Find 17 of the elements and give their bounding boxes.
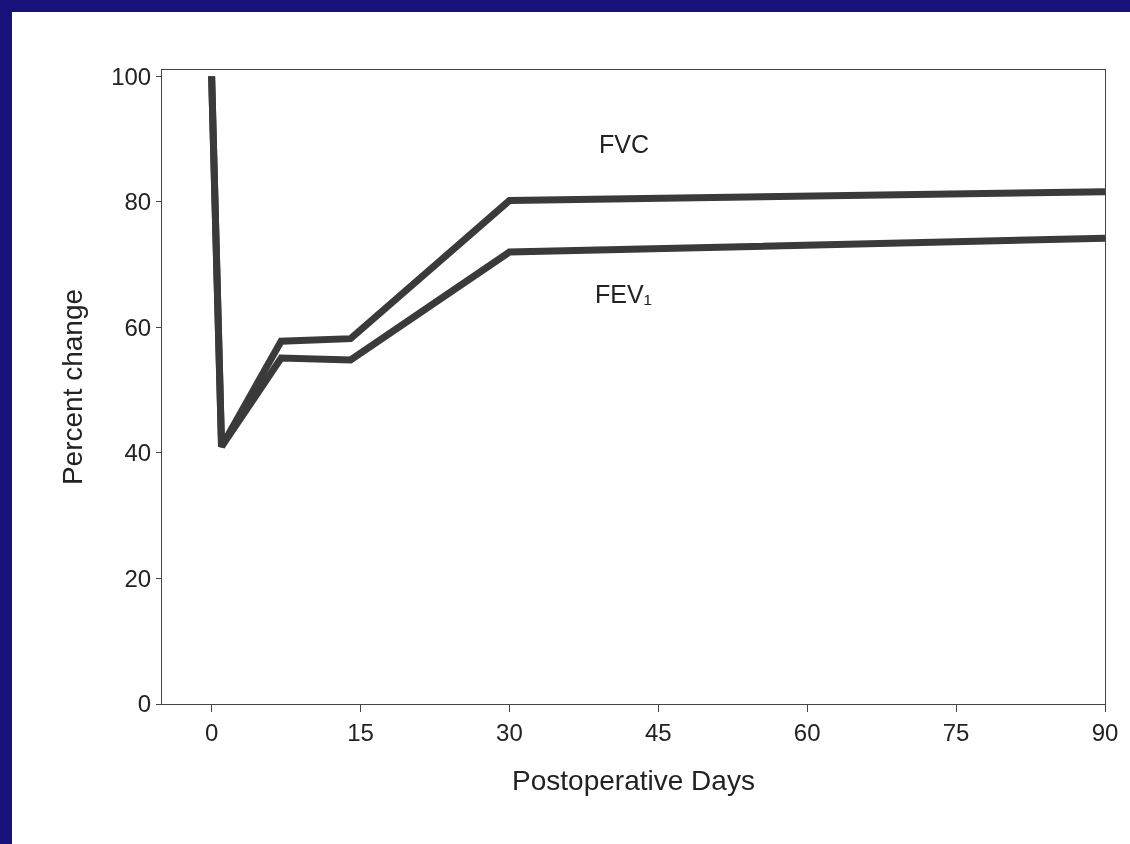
y-tick-label: 100 (111, 62, 152, 90)
y-tick-label: 40 (124, 439, 152, 467)
y-tick-label: 60 (124, 313, 152, 341)
x-tick-label: 90 (1091, 718, 1119, 746)
y-tick-label: 20 (124, 564, 152, 592)
x-tick-label: 15 (347, 718, 374, 746)
series-label: FVC (599, 130, 649, 158)
x-axis-title: Postoperative Days (512, 764, 755, 796)
y-tick-label: 0 (137, 690, 152, 718)
x-tick-label: 0 (204, 718, 219, 746)
x-tick-label: 75 (942, 718, 970, 746)
y-tick-label: 80 (124, 188, 152, 216)
x-tick-label: 45 (644, 718, 672, 746)
series-label: FEV₁ (595, 280, 653, 308)
x-tick-label: 30 (496, 718, 523, 746)
x-tick-label: 60 (793, 718, 821, 746)
y-axis-title: Percent change (56, 288, 88, 486)
